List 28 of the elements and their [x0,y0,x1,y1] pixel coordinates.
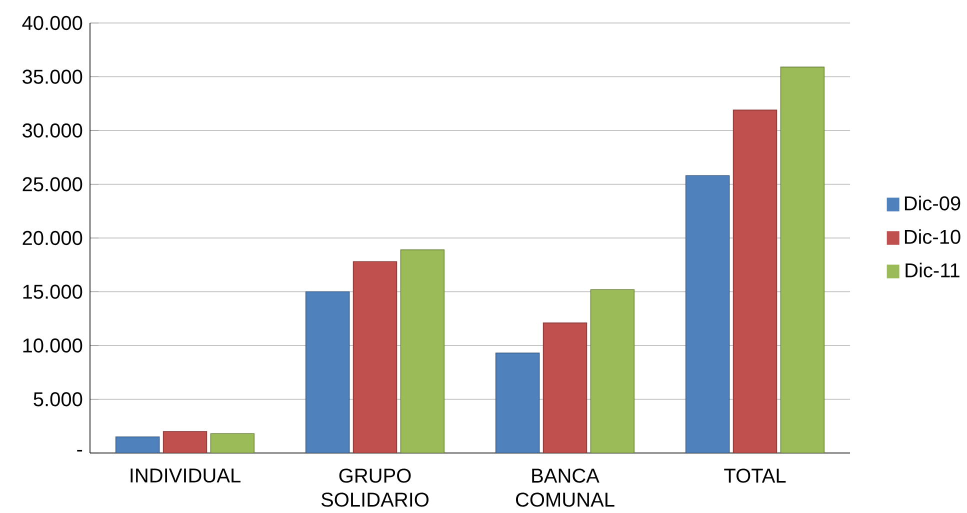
x-tick-label: GRUPO SOLIDARIO [321,468,429,507]
bar [542,322,588,453]
y-tick-label: - [77,450,82,452]
x-tick-label: INDIVIDUAL [130,468,240,483]
bar [305,291,350,453]
bar [732,110,778,453]
bar [400,249,445,453]
y-tick-label: 15.000 [23,284,82,299]
x-tick-label: BANCA COMUNAL [516,468,614,507]
y-tick-label: 5.000 [34,392,82,406]
y-tick-label: 40.000 [22,16,82,30]
bar [495,352,540,453]
y-tick-label: 20.000 [22,230,82,246]
bar [115,436,160,453]
legend-label: Dic-09 [904,196,960,210]
y-tick-label: 25.000 [22,177,82,192]
legend-label: Dic-10 [904,229,960,244]
y-tick-label: 30.000 [22,123,82,138]
x-tick-label: TOTAL [724,468,786,483]
bar [210,433,255,453]
bar [162,431,208,453]
bar [685,175,730,453]
y-tick-label: 10.000 [23,338,82,353]
legend-label: Dic-11 [906,262,960,278]
bar [590,289,635,453]
bar [780,66,825,453]
y-tick-label: 35.000 [22,70,82,84]
bar [352,261,398,453]
